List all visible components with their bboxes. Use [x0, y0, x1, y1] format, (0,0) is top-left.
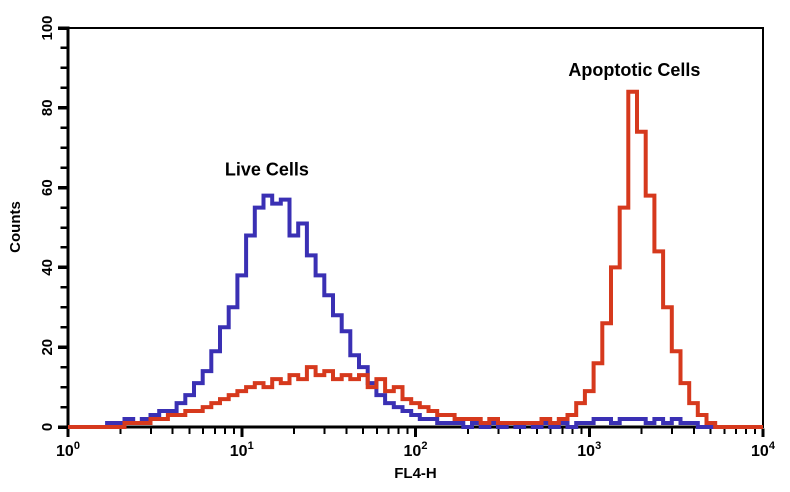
x-tick-label: 103: [577, 440, 601, 460]
y-tick-label: 60: [39, 179, 56, 196]
live-cells-series: [68, 193, 763, 429]
y-tick-label: 80: [39, 99, 56, 116]
y-tick-label: 40: [39, 259, 56, 276]
plot-frame: [66, 26, 764, 429]
y-axis-title: Counts: [7, 201, 24, 253]
x-tick-label: 101: [230, 440, 254, 460]
y-tick-label: 20: [39, 339, 56, 356]
x-tick-label: 104: [751, 440, 776, 460]
apoptotic-cells-annotation: Apoptotic Cells: [568, 60, 700, 80]
y-tick-label: 0: [39, 423, 56, 431]
x-tick-label: 102: [404, 440, 428, 460]
series-group: [68, 89, 763, 429]
live-cells-annotation: Live Cells: [225, 160, 309, 180]
axis-tick-labels: 100 101 102 103 104 0 20 40 60 80 100: [39, 15, 776, 460]
axis-ticks: [58, 26, 765, 437]
plot-border: [67, 27, 764, 428]
x-axis-title: FL4-H: [394, 465, 437, 482]
y-tick-label: 100: [39, 15, 56, 40]
x-tick-label: 100: [56, 440, 80, 460]
apoptotic-cells-series: [68, 89, 763, 429]
